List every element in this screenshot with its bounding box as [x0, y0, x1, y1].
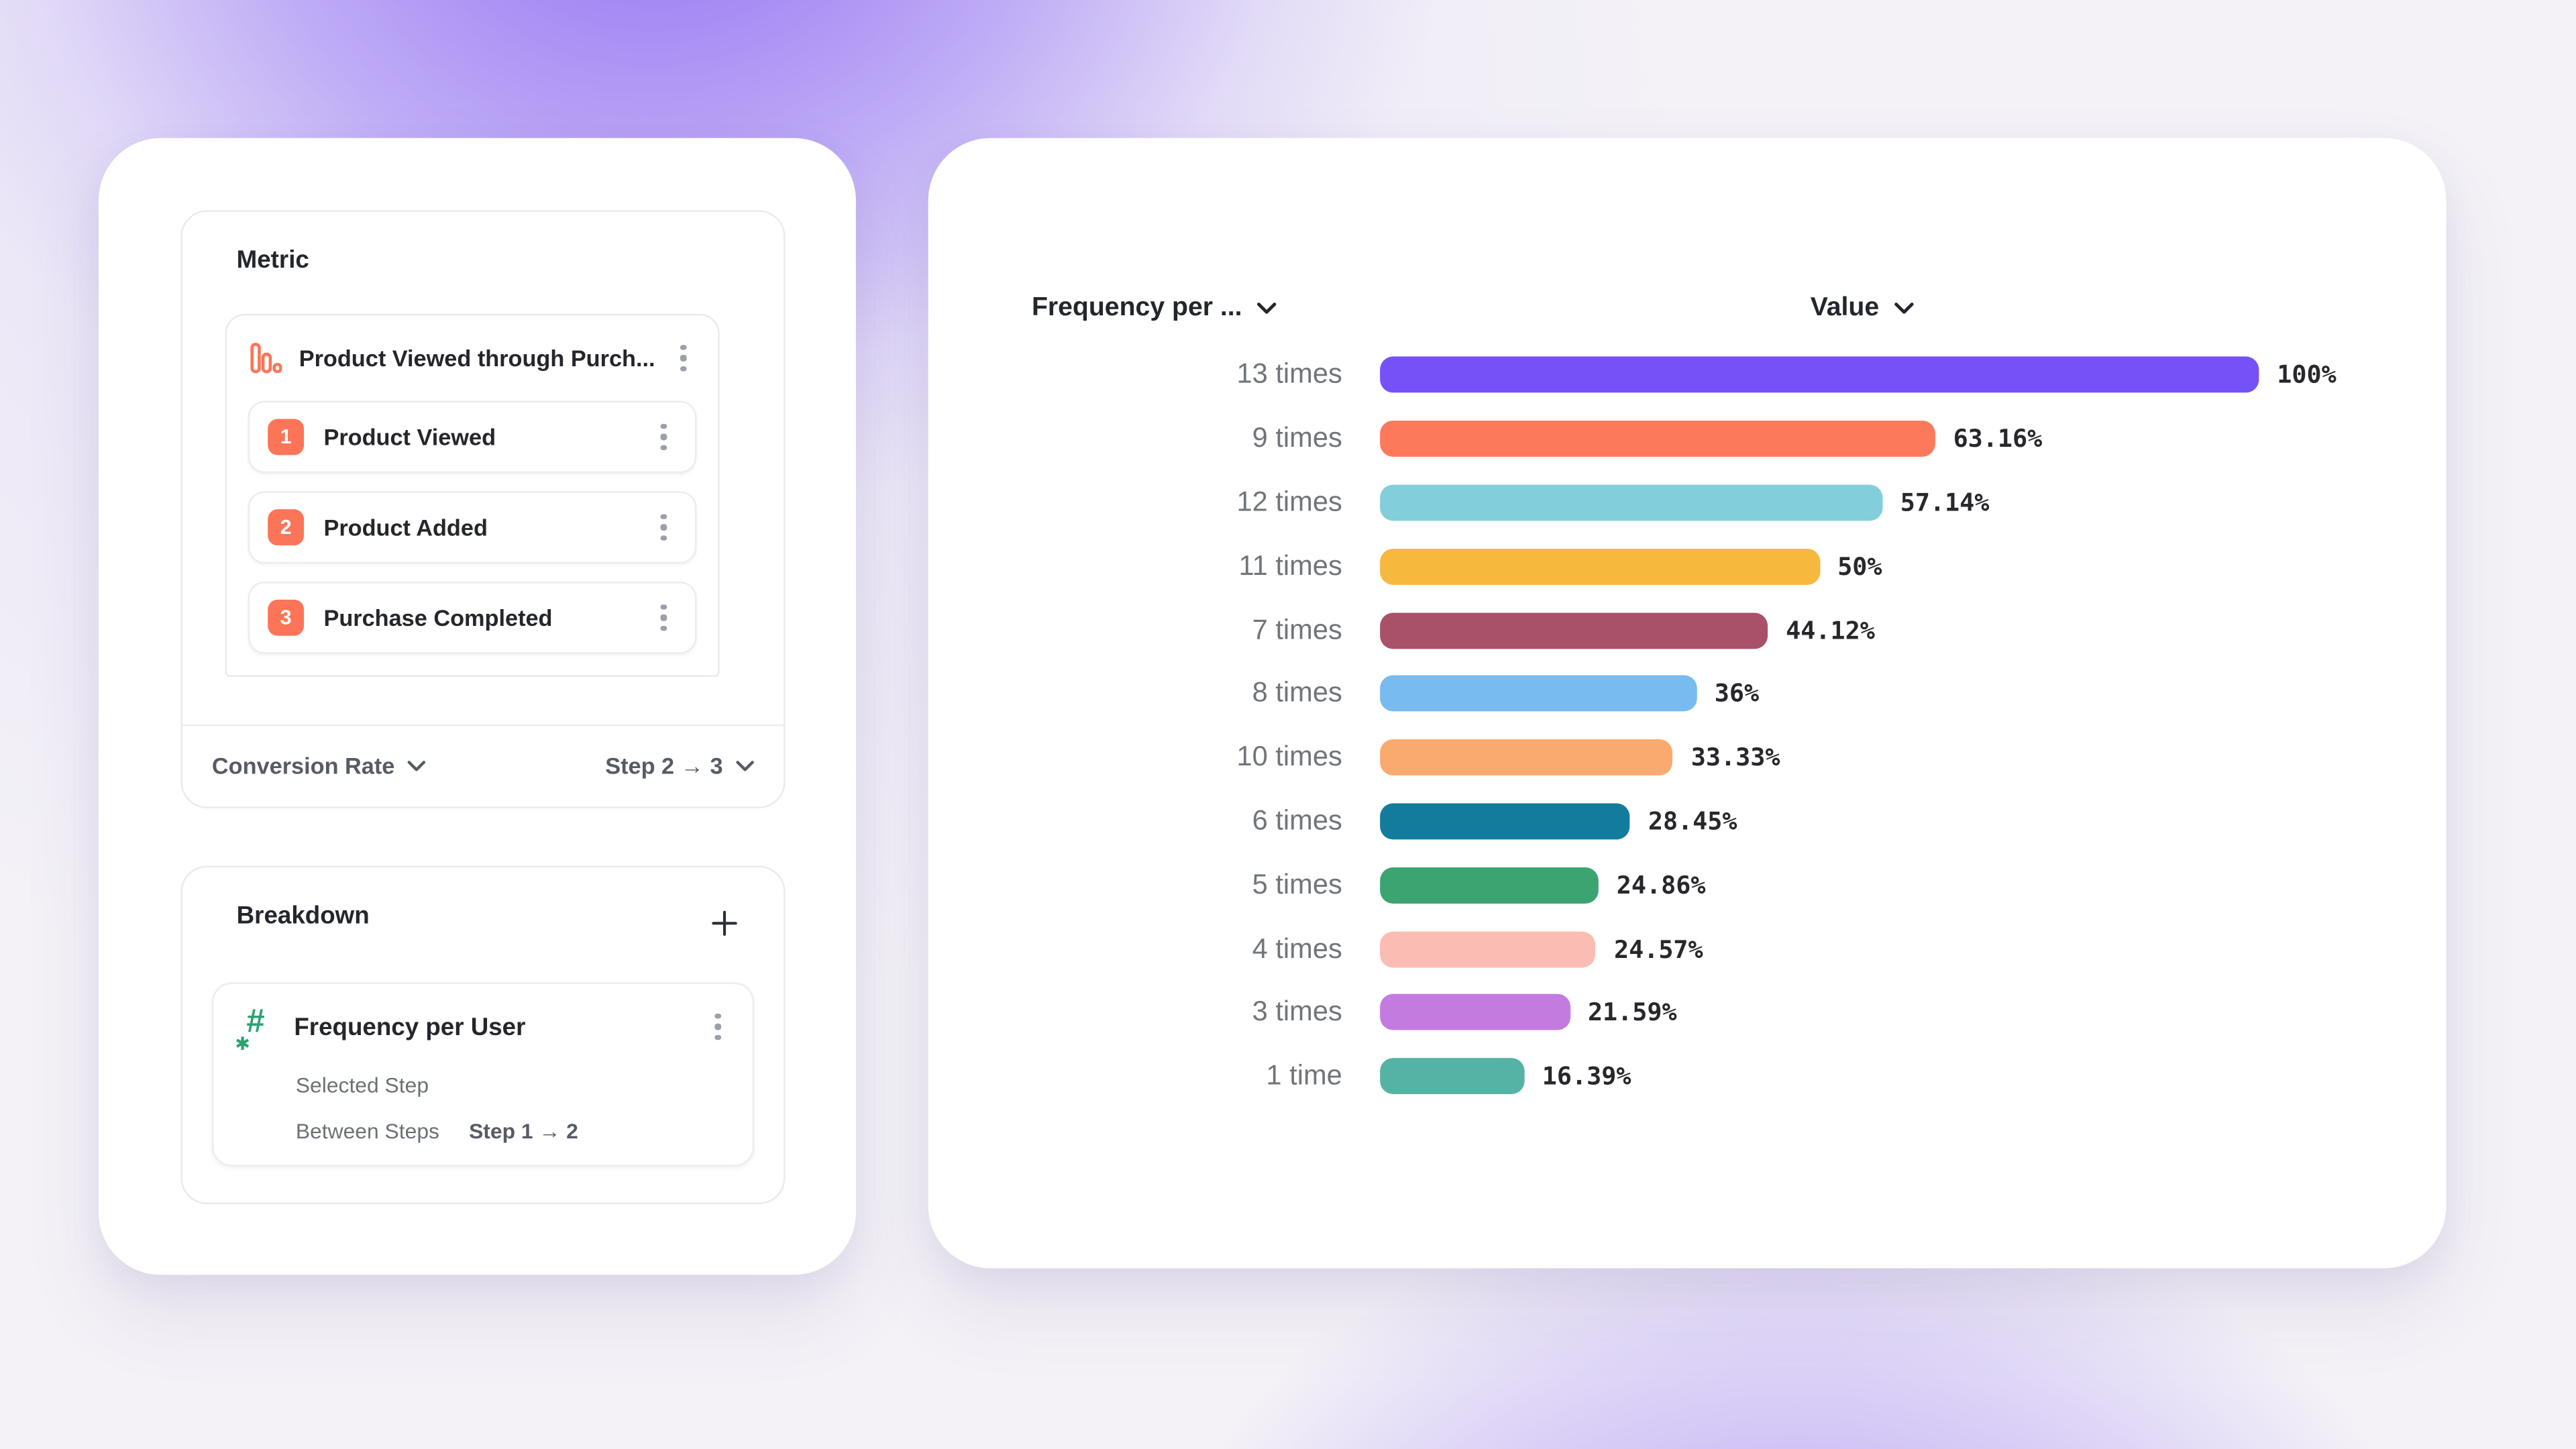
bar-row: 12 times 57.14%	[928, 471, 2447, 535]
bar-label: 9 times	[1252, 422, 1342, 454]
selected-step-label: Selected Step	[295, 1073, 429, 1097]
step-label: Purchase Completed	[323, 604, 553, 631]
funnel-step[interactable]: 2 Product Added	[248, 491, 697, 564]
bar-label: 11 times	[1238, 549, 1342, 582]
metric-footer-divider	[182, 724, 784, 727]
metric-section-title: Metric	[236, 246, 309, 274]
bar-row: 13 times 100%	[928, 343, 2447, 407]
query-builder-panel: Metric Product Viewed through Purch... 1…	[98, 138, 856, 1275]
bar-label: 5 times	[1252, 868, 1342, 900]
bar-row: 10 times 33.33%	[928, 726, 2447, 790]
chart-category-header[interactable]: Frequency per ...	[1032, 294, 1277, 323]
plus-icon	[712, 910, 737, 936]
chart-panel: Frequency per ... Value 13 times 100% 9 …	[928, 138, 2447, 1269]
bar-label: 1 time	[1266, 1059, 1342, 1091]
bar-label: 3 times	[1252, 996, 1342, 1028]
bar-value: 33.33%	[1690, 743, 1780, 773]
bar[interactable]	[1380, 548, 1820, 585]
kebab-menu-icon[interactable]	[649, 596, 678, 639]
funnel-header[interactable]: Product Viewed through Purch...	[227, 315, 718, 400]
bar-label: 7 times	[1252, 613, 1342, 645]
step-number-badge: 1	[268, 419, 305, 455]
bar-row: 8 times 36%	[928, 662, 2447, 726]
funnel-step[interactable]: 1 Product Viewed	[248, 400, 697, 474]
bar[interactable]	[1380, 739, 1673, 776]
bar-value: 44.12%	[1786, 615, 1875, 645]
bar[interactable]	[1380, 676, 1697, 712]
add-breakdown-button[interactable]	[708, 907, 741, 940]
funnel-title: Product Viewed through Purch...	[299, 345, 655, 372]
bar-value: 50%	[1837, 551, 1882, 582]
bar-value: 28.45%	[1648, 806, 1737, 837]
bar[interactable]	[1380, 612, 1768, 649]
chart-value-header-label: Value	[1810, 294, 1880, 322]
hashtag-icon: # ✱	[235, 1004, 265, 1055]
bar[interactable]	[1380, 994, 1570, 1031]
step-label: Product Added	[323, 514, 488, 541]
bar-value: 24.86%	[1616, 870, 1706, 900]
bar-row: 6 times 28.45%	[928, 790, 2447, 853]
step-range-dropdown[interactable]: Step 2 → 3	[605, 753, 754, 779]
bar-row: 5 times 24.86%	[928, 853, 2447, 917]
bar[interactable]	[1380, 484, 1882, 521]
step-label: Product Viewed	[323, 423, 496, 451]
bar-label: 12 times	[1236, 486, 1342, 518]
bar-value: 24.57%	[1613, 934, 1703, 964]
step-number-badge: 2	[268, 509, 305, 546]
bar[interactable]	[1380, 930, 1597, 967]
chart-value-header[interactable]: Value	[1811, 294, 1914, 323]
bar-value: 57.14%	[1900, 488, 1990, 518]
chevron-down-icon	[408, 759, 426, 771]
bar-row: 11 times 50%	[928, 535, 2447, 598]
bar-label: 8 times	[1252, 677, 1342, 709]
bar[interactable]	[1380, 357, 2259, 394]
metric-footer: Conversion Rate Step 2 → 3	[212, 726, 754, 805]
bar-value: 100%	[2277, 360, 2337, 390]
chevron-down-icon	[1894, 303, 1914, 314]
metric-card: Metric Product Viewed through Purch... 1…	[180, 210, 786, 808]
between-steps-value[interactable]: Step 1 → 2	[469, 1118, 578, 1144]
breakdown-item[interactable]: # ✱ Frequency per User Selected Step Betw…	[211, 982, 755, 1167]
bar[interactable]	[1380, 867, 1599, 904]
breakdown-card: Breakdown # ✱ Frequency per User Selected…	[180, 865, 786, 1205]
funnel-bars-icon	[250, 342, 282, 374]
conversion-rate-dropdown[interactable]: Conversion Rate	[212, 753, 426, 779]
bar-row: 3 times 21.59%	[928, 981, 2447, 1044]
bar-value: 36%	[1714, 679, 1760, 709]
bar-value: 16.39%	[1542, 1061, 1631, 1091]
kebab-menu-icon[interactable]	[649, 506, 678, 549]
kebab-menu-icon[interactable]	[703, 1006, 733, 1049]
bar-row: 7 times 44.12%	[928, 598, 2447, 662]
bar[interactable]	[1380, 421, 1935, 458]
bar-row: 4 times 24.57%	[928, 917, 2447, 981]
bar-label: 10 times	[1236, 741, 1342, 773]
chevron-down-icon	[736, 759, 754, 771]
breakdown-item-title: Frequency per User	[294, 1012, 526, 1041]
bar-value: 63.16%	[1953, 424, 2043, 454]
bar-label: 4 times	[1252, 932, 1342, 964]
funnel-steps: 1 Product Viewed 2 Product Added 3 Purch…	[227, 400, 718, 654]
bar-label: 13 times	[1236, 358, 1342, 390]
funnel-card: Product Viewed through Purch... 1 Produc…	[225, 313, 720, 677]
kebab-menu-icon[interactable]	[669, 337, 698, 380]
bar-rows: 13 times 100% 9 times 63.16% 12 times 57…	[928, 343, 2447, 1108]
bar-value: 21.59%	[1587, 998, 1677, 1028]
conversion-rate-label: Conversion Rate	[211, 752, 395, 779]
step-range-label: Step 2 → 3	[605, 752, 723, 779]
chevron-down-icon	[1257, 303, 1277, 314]
chart-category-header-label: Frequency per ...	[1031, 294, 1242, 322]
bar-row: 1 time 16.39%	[928, 1044, 2447, 1108]
between-steps-label: Between Steps	[295, 1118, 439, 1144]
step-number-badge: 3	[268, 599, 305, 636]
funnel-step[interactable]: 3 Purchase Completed	[248, 581, 697, 654]
bar[interactable]	[1380, 803, 1630, 840]
bar-label: 6 times	[1252, 804, 1342, 837]
breakdown-section-title: Breakdown	[236, 902, 370, 930]
bar[interactable]	[1380, 1058, 1524, 1095]
kebab-menu-icon[interactable]	[649, 416, 678, 459]
bar-row: 9 times 63.16%	[928, 407, 2447, 471]
